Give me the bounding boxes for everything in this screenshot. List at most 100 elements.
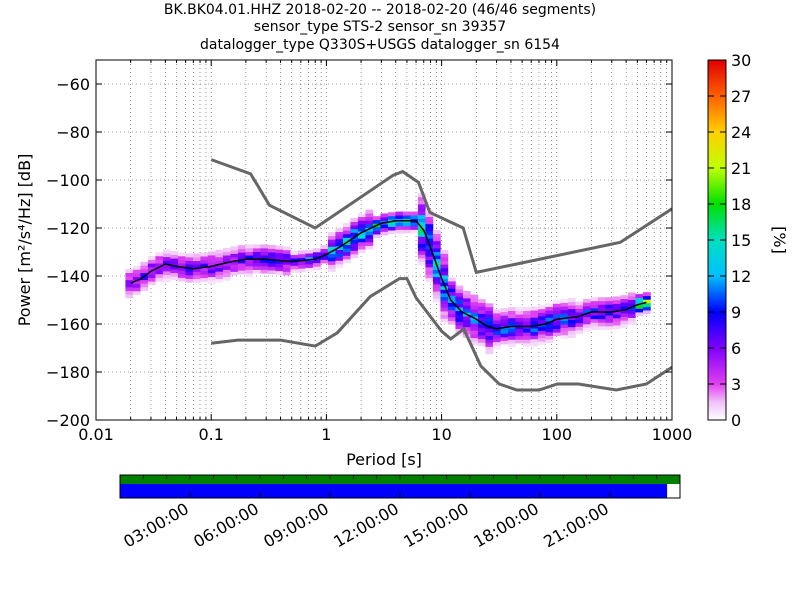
density-cell [177,266,186,271]
density-cell [462,308,471,313]
density-cell [575,312,584,317]
density-cell [410,222,419,227]
density-cell [185,264,194,269]
density-cell [567,330,576,335]
density-cell [425,267,434,271]
density-cell [635,308,644,313]
density-cell [432,284,441,288]
density-cell [335,264,344,268]
density-cell [470,337,479,342]
density-cell [455,332,464,337]
density-cell [560,331,569,336]
density-cell [485,317,494,322]
density-cell [125,269,134,273]
density-cell [350,243,359,248]
density-cell [320,245,329,250]
density-cell [147,274,156,278]
density-cell [522,307,531,311]
density-cell [545,303,554,308]
density-cell [380,227,389,232]
density-cell [237,252,246,257]
density-cell [327,232,336,237]
density-cell [620,305,629,310]
density-cell [597,322,606,327]
density-cell [477,299,486,304]
density-cell [155,273,164,278]
density-cell [642,292,651,297]
mode-curve [130,220,647,330]
density-cell [312,255,321,260]
density-cell [365,216,374,221]
density-cell [357,227,366,232]
density-cell [515,332,524,337]
density-cell [440,303,449,308]
density-cell [125,287,134,291]
density-cell [260,248,269,252]
density-cell [455,303,464,308]
density-cell [530,335,539,340]
density-cell [222,251,231,256]
density-cell [470,341,479,346]
density-cell [507,343,516,347]
density-cell [507,310,516,315]
density-cell [215,274,224,279]
density-cell [545,331,554,336]
density-cell [515,328,524,333]
density-cell [170,251,179,256]
density-cell [267,266,276,271]
density-cell [282,257,291,262]
density-cell [305,256,314,261]
density-cell [147,263,156,268]
density-cell [432,230,441,234]
density-cell [417,196,426,201]
density-cell [297,257,306,262]
density-cell [492,313,501,317]
density-cell [237,259,246,264]
density-cell [305,253,314,258]
density-cell [470,312,479,317]
density-cell [395,211,404,216]
density-cell [335,231,344,236]
density-cell [357,234,366,239]
density-cell [582,324,591,328]
density-cell [507,307,516,311]
density-cell [342,237,351,242]
density-cell [252,269,261,274]
density-cell [545,335,554,340]
density-cell [440,271,449,276]
density-cell [597,300,606,305]
y-axis-label: Power [m²/s⁴/Hz] [dB] [15,154,34,327]
density-cell [207,255,216,260]
density-cell [327,268,336,273]
y-tick-label: −80 [56,123,90,142]
density-cell [125,294,134,299]
density-cell [432,240,441,245]
density-cell [230,267,239,272]
density-cell [590,308,599,312]
density-cell [260,255,269,260]
density-cell [282,253,291,258]
density-cell [327,264,336,269]
density-cell [417,232,426,237]
density-cell [275,245,284,250]
density-cell [350,221,359,226]
density-cell [425,213,434,217]
density-cell [312,259,321,264]
density-cell [177,273,186,278]
density-cell [357,223,366,228]
density-cell [552,299,561,304]
density-cell [620,320,629,325]
density-cell [447,317,456,322]
density-cell [537,330,546,335]
density-cell [170,276,179,281]
density-cell [462,305,471,310]
density-cell [237,270,246,275]
density-cell [162,260,171,265]
density-cell [590,315,599,320]
density-cell [605,315,614,320]
density-cell [357,213,366,218]
density-cell [230,249,239,254]
density-cell [357,220,366,225]
timeline: 03:00:0006:00:0009:00:0012:00:0015:00:00… [119,474,681,551]
